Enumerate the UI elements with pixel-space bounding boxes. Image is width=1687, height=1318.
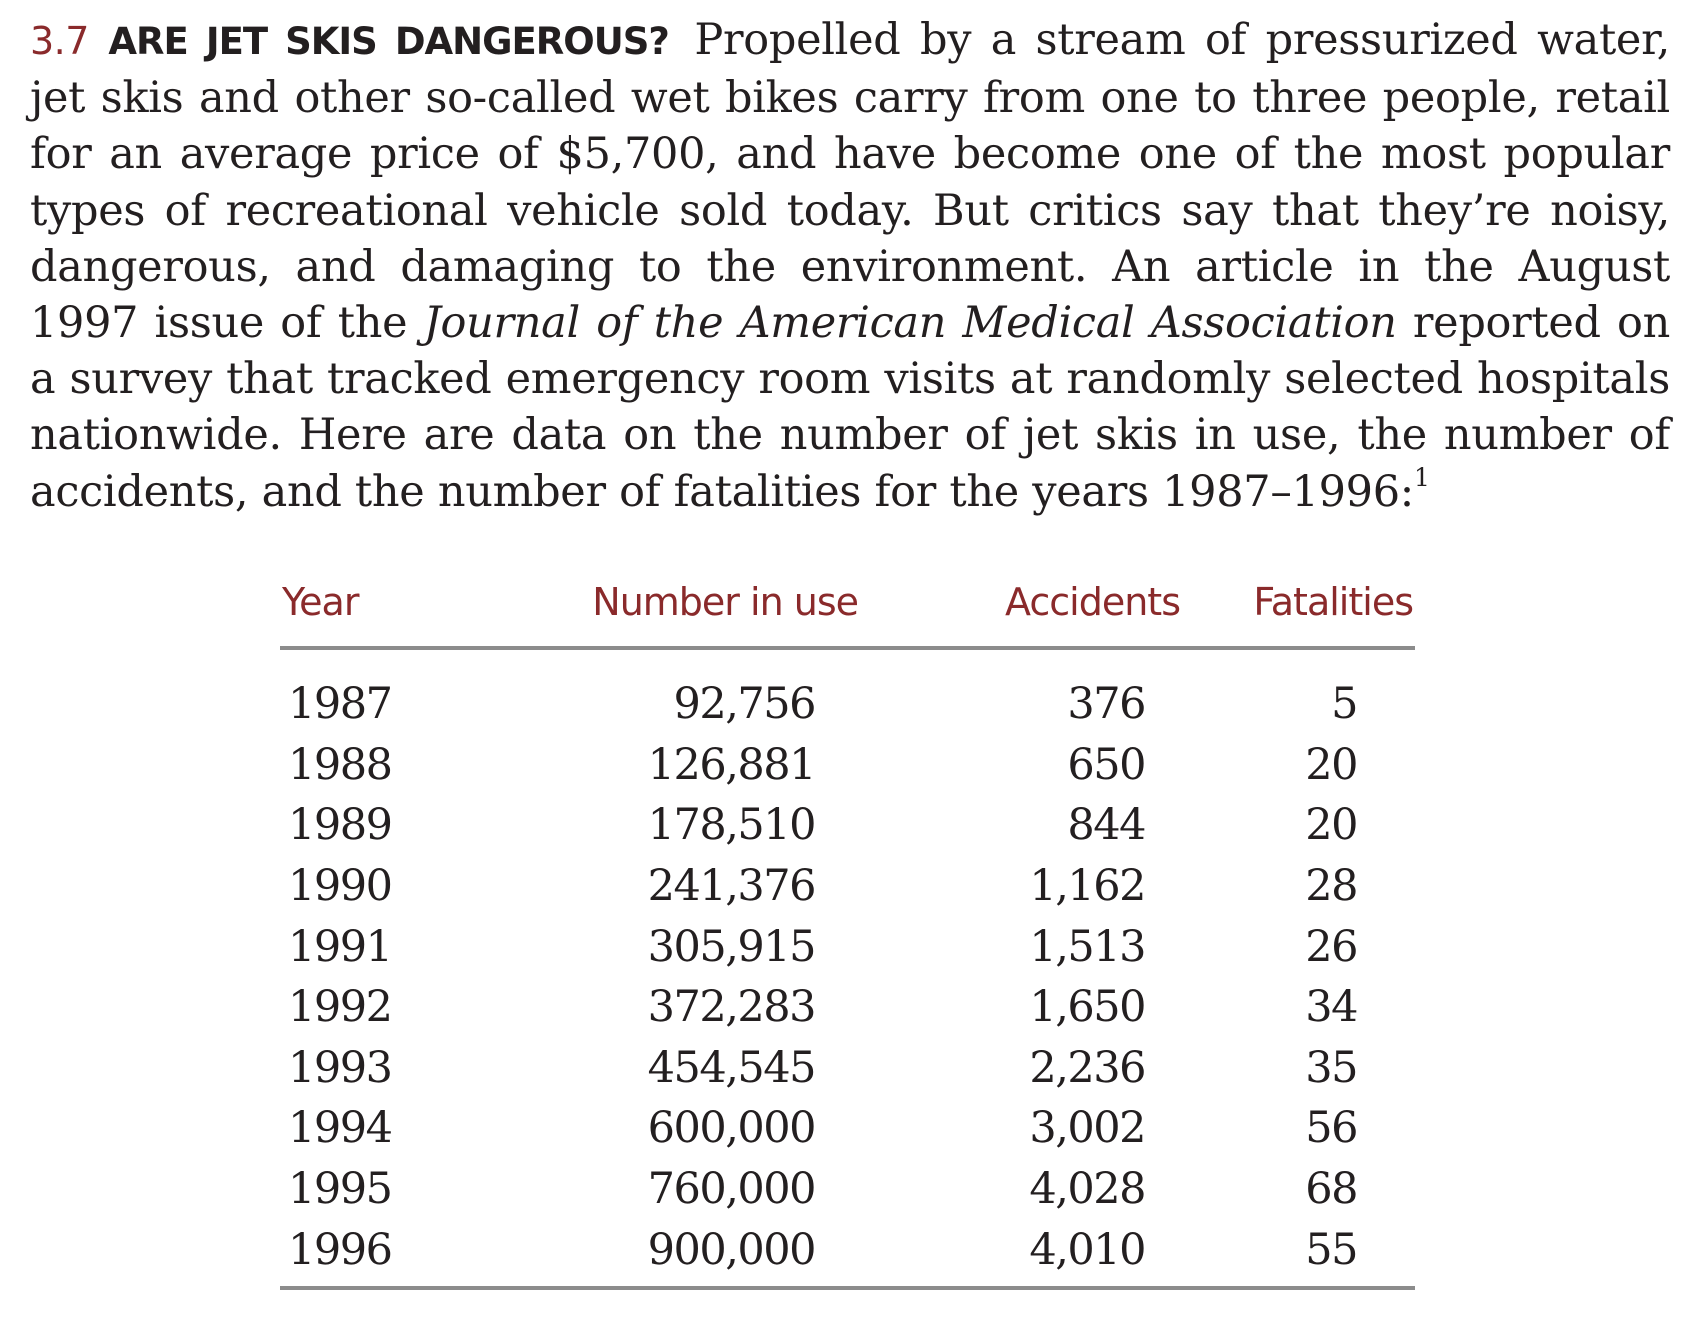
cell-accidents: 1,513	[1029, 921, 1146, 972]
exercise-text-part-1: Propelled by a stream of pressurized wat…	[30, 15, 1670, 349]
cell-year: 1987	[288, 679, 393, 730]
table-row: 1993 454,545 2,236 35	[280, 1038, 1415, 1099]
cell-number-in-use: 305,915	[647, 921, 817, 972]
exercise-block: 3.7 ARE JET SKIS DANGEROUS? Propelled by…	[30, 12, 1670, 520]
cell-fatalities: 35	[1305, 1042, 1358, 1093]
cell-fatalities: 26	[1305, 921, 1358, 972]
table-row: 1990 241,376 1,162 28	[280, 856, 1415, 917]
data-table-container: Year Number in use Accidents Fatalities …	[280, 580, 1415, 1290]
table-row: 1996 900,000 4,010 55	[280, 1219, 1415, 1290]
cell-number-in-use: 900,000	[480, 1219, 870, 1290]
cell-number-in-use: 241,376	[647, 861, 817, 912]
cell-accidents: 1,650	[1029, 982, 1146, 1033]
exercise-title: ARE JET SKIS DANGEROUS?	[108, 20, 669, 63]
cell-accidents: 844	[1067, 800, 1146, 851]
table-header-row: Year Number in use Accidents Fatalities	[280, 580, 1415, 650]
table-row: 1989 178,510 844 20	[280, 795, 1415, 856]
header-fatalities: Fatalities	[1200, 580, 1415, 650]
cell-year: 1989	[288, 800, 393, 851]
cell-fatalities: 68	[1305, 1164, 1358, 1215]
table-row: 1988 126,881 650 20	[280, 735, 1415, 796]
exercise-text-part-2: reported on a survey that tracked emerge…	[30, 298, 1670, 517]
cell-number-in-use: 126,881	[647, 739, 817, 790]
cell-year: 1992	[288, 982, 393, 1033]
cell-year: 1996	[280, 1219, 480, 1290]
cell-number-in-use: 760,000	[647, 1164, 817, 1215]
cell-fatalities: 28	[1305, 861, 1358, 912]
cell-fatalities: 56	[1305, 1103, 1358, 1154]
header-accidents: Accidents	[870, 580, 1200, 650]
header-year: Year	[280, 580, 480, 650]
cell-year: 1990	[288, 861, 393, 912]
cell-number-in-use: 454,545	[647, 1042, 817, 1093]
cell-number-in-use: 178,510	[647, 800, 817, 851]
cell-year: 1995	[288, 1164, 393, 1215]
cell-accidents: 2,236	[1029, 1042, 1146, 1093]
cell-number-in-use: 92,756	[673, 679, 817, 730]
table-row: 1991 305,915 1,513 26	[280, 916, 1415, 977]
cell-accidents: 3,002	[1029, 1103, 1146, 1154]
cell-accidents: 376	[1067, 679, 1146, 730]
cell-number-in-use: 372,283	[647, 982, 817, 1033]
header-number-in-use: Number in use	[480, 580, 870, 650]
cell-accidents: 650	[1067, 739, 1146, 790]
table-row: 1995 760,000 4,028 68	[280, 1159, 1415, 1220]
cell-fatalities: 20	[1305, 800, 1358, 851]
cell-accidents: 4,028	[1029, 1164, 1146, 1215]
footnote-reference: 1	[1413, 462, 1430, 492]
jet-ski-data-table: Year Number in use Accidents Fatalities …	[280, 580, 1415, 1290]
exercise-number: 3.7	[30, 19, 89, 63]
cell-year: 1994	[288, 1103, 393, 1154]
journal-name: Journal of the American Medical Associat…	[423, 298, 1397, 349]
cell-fatalities: 5	[1331, 679, 1358, 730]
cell-year: 1993	[288, 1042, 393, 1093]
table-row: 1994 600,000 3,002 56	[280, 1098, 1415, 1159]
cell-fatalities: 20	[1305, 739, 1358, 790]
cell-accidents: 1,162	[1029, 861, 1146, 912]
cell-year: 1988	[288, 739, 393, 790]
table-row: 1987 92,756 376 5	[280, 648, 1415, 735]
cell-year: 1991	[288, 921, 393, 972]
exercise-paragraph: 3.7 ARE JET SKIS DANGEROUS? Propelled by…	[30, 12, 1670, 520]
table-row: 1992 372,283 1,650 34	[280, 977, 1415, 1038]
cell-accidents: 4,010	[870, 1219, 1200, 1290]
cell-fatalities: 34	[1305, 982, 1358, 1033]
cell-fatalities: 55	[1200, 1219, 1415, 1290]
cell-number-in-use: 600,000	[647, 1103, 817, 1154]
